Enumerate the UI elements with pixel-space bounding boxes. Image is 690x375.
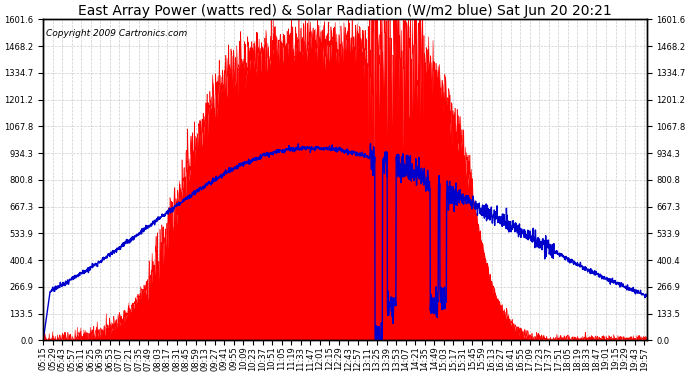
Text: Copyright 2009 Cartronics.com: Copyright 2009 Cartronics.com bbox=[46, 29, 188, 38]
Title: East Array Power (watts red) & Solar Radiation (W/m2 blue) Sat Jun 20 20:21: East Array Power (watts red) & Solar Rad… bbox=[78, 4, 612, 18]
